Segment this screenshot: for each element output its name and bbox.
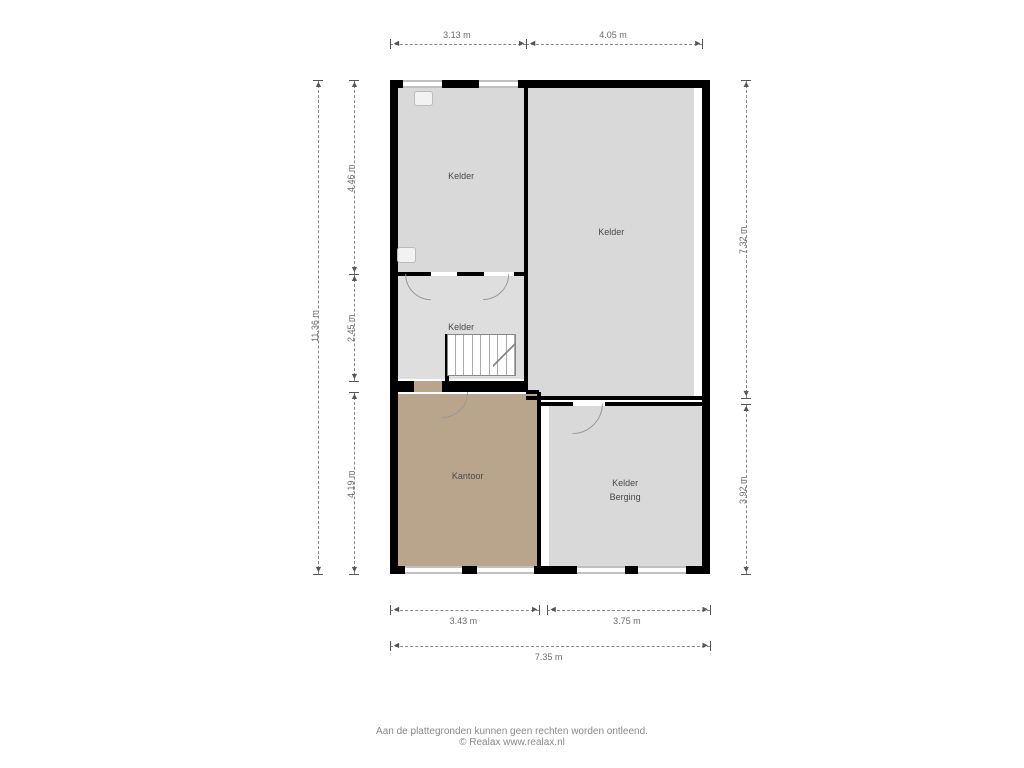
- fixture-vent: [414, 91, 434, 106]
- inner-wall: [539, 402, 572, 406]
- window: [403, 80, 442, 88]
- dim-label: 7.35 m: [535, 652, 563, 662]
- stairs: [447, 334, 517, 375]
- dim-label: 4.19 m: [346, 471, 356, 499]
- dim-arrow: ▼: [350, 565, 359, 574]
- dim-arrow: ►: [693, 39, 702, 48]
- dim-cap: [390, 641, 391, 651]
- dim-arrow: ►: [517, 39, 526, 48]
- dim-arrow: ▼: [314, 565, 323, 574]
- dim-cap: [390, 39, 391, 49]
- dim-arrow: ◄: [392, 641, 401, 650]
- dim-label: 2.45 m: [346, 315, 356, 343]
- footer: Aan de plattegronden kunnen geen rechten…: [0, 726, 1024, 748]
- dim-arrow: ▲: [350, 80, 359, 89]
- floorplan-stage: Kelder Kelder Kelder Kantoor Kelder Berging A…: [0, 0, 1024, 768]
- inner-wall: [605, 402, 709, 406]
- dim-arrow: ▲: [742, 80, 751, 89]
- room-label: Kelder: [528, 227, 694, 237]
- dim-cap: [349, 381, 359, 382]
- dim-cap: [349, 574, 359, 575]
- dim-arrow: ►: [701, 605, 710, 614]
- dim-cap: [526, 39, 527, 49]
- room-label: Kelder: [549, 478, 702, 488]
- window: [405, 566, 462, 574]
- dim-arrow: ▲: [350, 274, 359, 283]
- dim-label: 3.43 m: [450, 616, 478, 626]
- dim-cap: [390, 605, 391, 615]
- dim-line: [547, 610, 710, 611]
- dim-arrow: ◄: [392, 605, 401, 614]
- dim-arrow: ▼: [742, 565, 751, 574]
- room-kelder-top-left: Kelder: [398, 88, 524, 272]
- dim-arrow: ▼: [742, 389, 751, 398]
- inner-wall: [514, 272, 526, 276]
- room-kelder-right: Kelder: [528, 88, 694, 396]
- dim-label: 3.75 m: [613, 616, 641, 626]
- dim-arrow: ▲: [350, 392, 359, 401]
- dim-cap: [710, 641, 711, 651]
- dim-arrow: ▲: [742, 404, 751, 413]
- room-label: Kantoor: [398, 471, 537, 481]
- wall-right: [702, 80, 710, 574]
- inner-wall: [524, 80, 528, 392]
- dim-label: 11.36 m: [310, 310, 320, 342]
- dim-arrow: ▲: [314, 80, 323, 89]
- dim-cap: [741, 398, 751, 399]
- dim-label: 3.13 m: [443, 30, 471, 40]
- dim-arrow: ◄: [528, 39, 537, 48]
- door-gap: [414, 381, 442, 392]
- dim-line: [390, 646, 710, 647]
- fixture-basin: [397, 247, 417, 262]
- copyright-text: © Realax www.realax.nl: [0, 737, 1024, 748]
- dim-arrow: ►: [701, 641, 710, 650]
- room-label: Kelder: [398, 322, 524, 332]
- room-kelder-berging: Kelder Berging: [549, 406, 702, 567]
- dim-cap: [539, 605, 540, 615]
- dim-cap: [547, 605, 548, 615]
- disclaimer-text: Aan de plattegronden kunnen geen rechten…: [0, 726, 1024, 737]
- wall-left: [390, 80, 398, 574]
- room-kantoor: Kantoor: [398, 394, 537, 566]
- dim-cap: [702, 39, 703, 49]
- inner-wall: [537, 392, 541, 574]
- inner-wall: [457, 272, 483, 276]
- dim-arrow: ◄: [392, 39, 401, 48]
- dim-label: 7.32 m: [738, 227, 748, 255]
- dim-cap: [741, 574, 751, 575]
- dim-cap: [710, 605, 711, 615]
- dim-arrow: ◄: [549, 605, 558, 614]
- dim-line: [390, 610, 539, 611]
- window: [638, 566, 686, 574]
- window: [477, 566, 534, 574]
- dim-label: 3.92 m: [738, 476, 748, 504]
- room-label: Kelder: [398, 171, 524, 181]
- dim-line: [526, 44, 702, 45]
- dim-arrow: ►: [530, 605, 539, 614]
- inner-wall-thick: [390, 381, 526, 392]
- inner-wall: [526, 396, 710, 400]
- dim-line: [390, 44, 526, 45]
- dim-cap: [313, 574, 323, 575]
- dim-arrow: ▼: [350, 372, 359, 381]
- room-label-2: Berging: [549, 492, 702, 502]
- dim-label: 4.46 m: [346, 164, 356, 192]
- dim-label: 4.05 m: [599, 30, 627, 40]
- window: [479, 80, 518, 88]
- floorplan: Kelder Kelder Kelder Kantoor Kelder Berging: [390, 80, 710, 574]
- window: [577, 566, 625, 574]
